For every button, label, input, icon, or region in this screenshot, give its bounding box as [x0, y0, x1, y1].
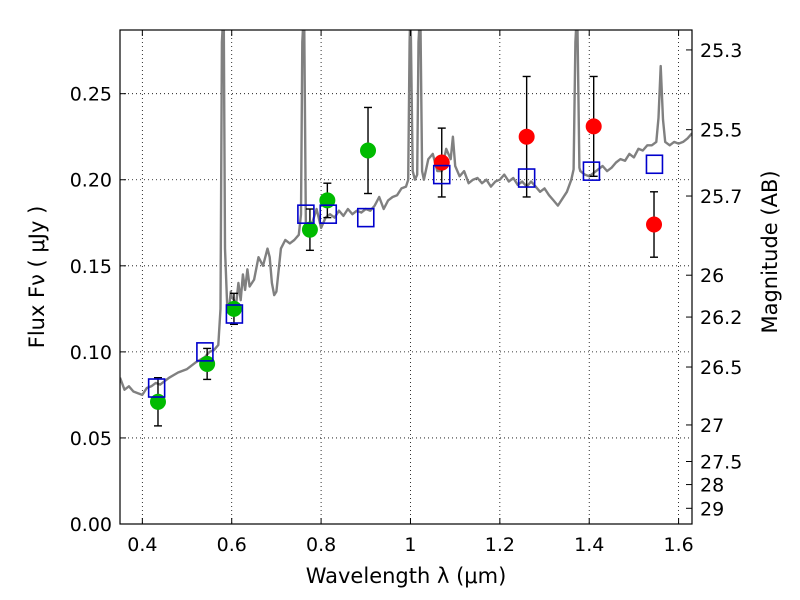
data-point — [225, 300, 242, 317]
model-spectrum-line — [120, 30, 692, 397]
x-tick-label: 0.4 — [127, 534, 157, 556]
y2-tick-label: 26 — [700, 265, 724, 287]
data-point — [646, 216, 663, 233]
axes-frame — [119, 29, 693, 525]
x-tick-label: 0.8 — [306, 534, 336, 556]
model-photometry-square — [297, 204, 315, 224]
y-tick-label: 0.05 — [70, 428, 112, 450]
data-point — [585, 118, 602, 135]
x-tick-label: 1.2 — [485, 534, 515, 556]
y-tick-label: 0.00 — [70, 514, 112, 536]
data-point — [360, 142, 377, 159]
y-tick-label: 0.20 — [70, 170, 112, 192]
model-photometry-square — [225, 304, 244, 324]
y2-tick-label: 26.2 — [700, 307, 742, 329]
data-point — [149, 393, 166, 410]
y-tick-label: 0.25 — [70, 84, 112, 106]
data-point — [319, 192, 336, 209]
y2-tick-label: 25.7 — [700, 186, 742, 208]
grid — [120, 30, 692, 525]
y2-axis-label: Magnitude (AB) — [758, 170, 782, 333]
y2-tick-label: 27 — [700, 415, 724, 437]
plot-area — [120, 30, 692, 427]
x-tick-label: 1.6 — [663, 534, 693, 556]
model-photometry-square — [582, 161, 601, 181]
y2-tick-label: 27.5 — [700, 452, 742, 474]
y2-tick-label: 28 — [700, 475, 724, 497]
y2-tick-label: 29 — [700, 498, 724, 520]
x-tick-label: 0.6 — [217, 534, 247, 556]
x-tick-label: 1.4 — [574, 534, 604, 556]
model-photometry-square — [432, 164, 451, 185]
x-tick-label: 1 — [404, 534, 416, 556]
y2-tick-label: 25.5 — [700, 120, 742, 142]
y2-tick-label: 26.5 — [700, 357, 742, 379]
model-photometry-square — [645, 154, 664, 175]
model-photometry-square — [196, 342, 214, 362]
axis-ticks: 0.4 0.6 0.8 1 1.2 1.4 1.6 0.00 0.05 0.10 0.15 0.20 0… — [70, 30, 742, 556]
y-tick-label: 0.10 — [70, 342, 112, 364]
data-point — [301, 221, 318, 238]
data-point — [433, 154, 450, 171]
y2-tick-label: 25.3 — [700, 40, 742, 62]
x-axis-label: Wavelength λ (μm) — [306, 564, 507, 588]
model-photometry-square — [517, 168, 536, 188]
model-photometry-square — [356, 207, 375, 228]
y-axis-label: Flux Fν ( μJy ) — [25, 206, 49, 349]
data-point — [518, 128, 535, 145]
model-photometry-square — [319, 204, 338, 224]
y-tick-label: 0.15 — [70, 256, 112, 278]
model-photometry-square — [147, 378, 166, 398]
